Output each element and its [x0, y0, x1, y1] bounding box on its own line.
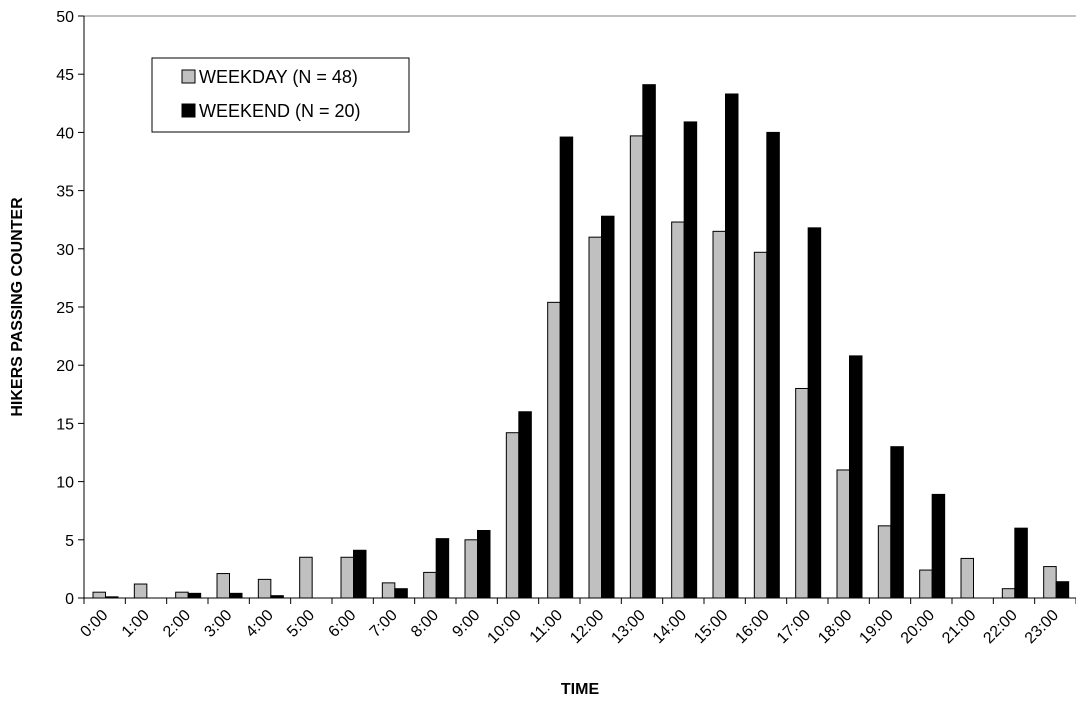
bar-weekend-2:00: [187, 592, 202, 599]
bar-weekday-23:00: [1043, 566, 1057, 599]
y-tick-label: 0: [65, 591, 74, 608]
bar-weekday-3:00: [216, 573, 230, 599]
bar-weekday-7:00: [381, 582, 396, 599]
x-tick-label: 3:00: [201, 607, 235, 641]
bar-weekend-9:00: [477, 529, 491, 599]
bar-weekday-8:00: [423, 571, 437, 599]
bar-weekend-11:00: [559, 136, 574, 599]
bar-weekday-5:00: [299, 556, 313, 599]
x-axis-title: TIME: [561, 681, 600, 698]
bar-weekend-15:00: [725, 93, 739, 599]
bar-weekday-10:00: [505, 432, 520, 599]
bar-weekday-22:00: [1001, 588, 1016, 599]
bar-weekday-4:00: [257, 578, 272, 599]
bar-weekday-20:00: [919, 569, 933, 599]
y-tick-label: 30: [56, 242, 74, 259]
bar-weekday-21:00: [960, 557, 974, 599]
x-tick-label: 18:00: [815, 607, 855, 647]
x-tick-label: 4:00: [243, 607, 277, 641]
bar-weekend-22:00: [1014, 527, 1028, 599]
bar-weekend-14:00: [683, 121, 698, 599]
bar-weekday-13:00: [629, 135, 644, 599]
x-tick-label: 20:00: [898, 607, 938, 647]
bar-weekend-17:00: [807, 227, 822, 599]
x-tick-label: 11:00: [527, 607, 567, 647]
y-tick-label: 35: [56, 184, 74, 201]
bar-weekend-6:00: [353, 549, 367, 599]
x-tick-label: 22:00: [980, 607, 1020, 647]
bar-weekend-16:00: [766, 131, 780, 599]
x-tick-label: 6:00: [325, 607, 359, 641]
x-tick-label: 5:00: [284, 607, 318, 641]
x-tick-label: 9:00: [449, 607, 483, 641]
x-tick-label: 15:00: [691, 607, 731, 647]
x-tick-label: 12:00: [567, 607, 607, 647]
bars-layer: [92, 84, 1070, 599]
x-tick-label: 14:00: [650, 607, 690, 647]
legend-label-weekend: WEEKEND (N = 20): [199, 101, 361, 121]
bar-weekday-14:00: [671, 221, 685, 599]
x-tick-label: 2:00: [160, 607, 194, 641]
y-axis-title: HIKERS PASSING COUNTER: [9, 197, 26, 417]
bar-weekday-11:00: [547, 301, 561, 599]
bar-weekend-10:00: [518, 411, 532, 599]
bar-weekday-0:00: [92, 591, 106, 599]
bar-weekend-3:00: [229, 592, 243, 599]
legend-label-weekday: WEEKDAY (N = 48): [199, 67, 358, 87]
bar-weekday-16:00: [753, 251, 768, 599]
bar-weekday-18:00: [836, 469, 850, 599]
bar-weekend-7:00: [394, 588, 408, 599]
legend-swatch-weekday: [181, 69, 196, 84]
x-tick-label: 17:00: [774, 607, 814, 647]
y-tick-label: 45: [56, 67, 74, 84]
x-tick-label: 1:00: [119, 607, 153, 641]
y-tick-label: 40: [56, 125, 74, 142]
x-tick-label: 8:00: [408, 607, 442, 641]
x-tick-label: 13:00: [608, 607, 648, 647]
bar-weekday-2:00: [175, 591, 189, 599]
y-tick-label: 50: [56, 9, 74, 26]
bar-weekday-15:00: [712, 230, 726, 599]
bar-weekend-23:00: [1055, 581, 1070, 599]
y-tick-label: 10: [56, 475, 74, 492]
bar-weekend-19:00: [890, 446, 904, 599]
legend: WEEKDAY (N = 48) WEEKEND (N = 20): [151, 57, 410, 133]
bar-weekend-13:00: [642, 84, 656, 599]
x-tick-label: 19:00: [856, 607, 896, 647]
x-tick-label: 21:00: [939, 607, 979, 647]
y-tick-label: 25: [56, 300, 74, 317]
x-tick-label: 10:00: [484, 607, 524, 647]
bar-weekend-12:00: [601, 215, 615, 599]
legend-swatch-weekend: [181, 103, 196, 118]
x-tick-label: 23:00: [1022, 607, 1062, 647]
x-tick-label: 16:00: [732, 607, 772, 647]
bar-weekday-9:00: [464, 539, 478, 599]
bar-weekday-6:00: [340, 556, 354, 599]
bar-weekday-1:00: [133, 583, 148, 599]
bar-weekend-8:00: [435, 538, 450, 599]
bar-weekday-17:00: [795, 387, 809, 599]
bar-weekday-12:00: [588, 236, 602, 599]
bar-weekend-18:00: [849, 355, 863, 599]
y-tick-label: 15: [56, 416, 74, 433]
x-tick-label: 0:00: [77, 607, 111, 641]
bar-weekend-20:00: [931, 493, 946, 599]
x-tick-label: 7:00: [367, 607, 401, 641]
y-tick-label: 20: [56, 358, 74, 375]
y-tick-label: 5: [65, 533, 74, 550]
bar-weekday-19:00: [877, 525, 892, 599]
